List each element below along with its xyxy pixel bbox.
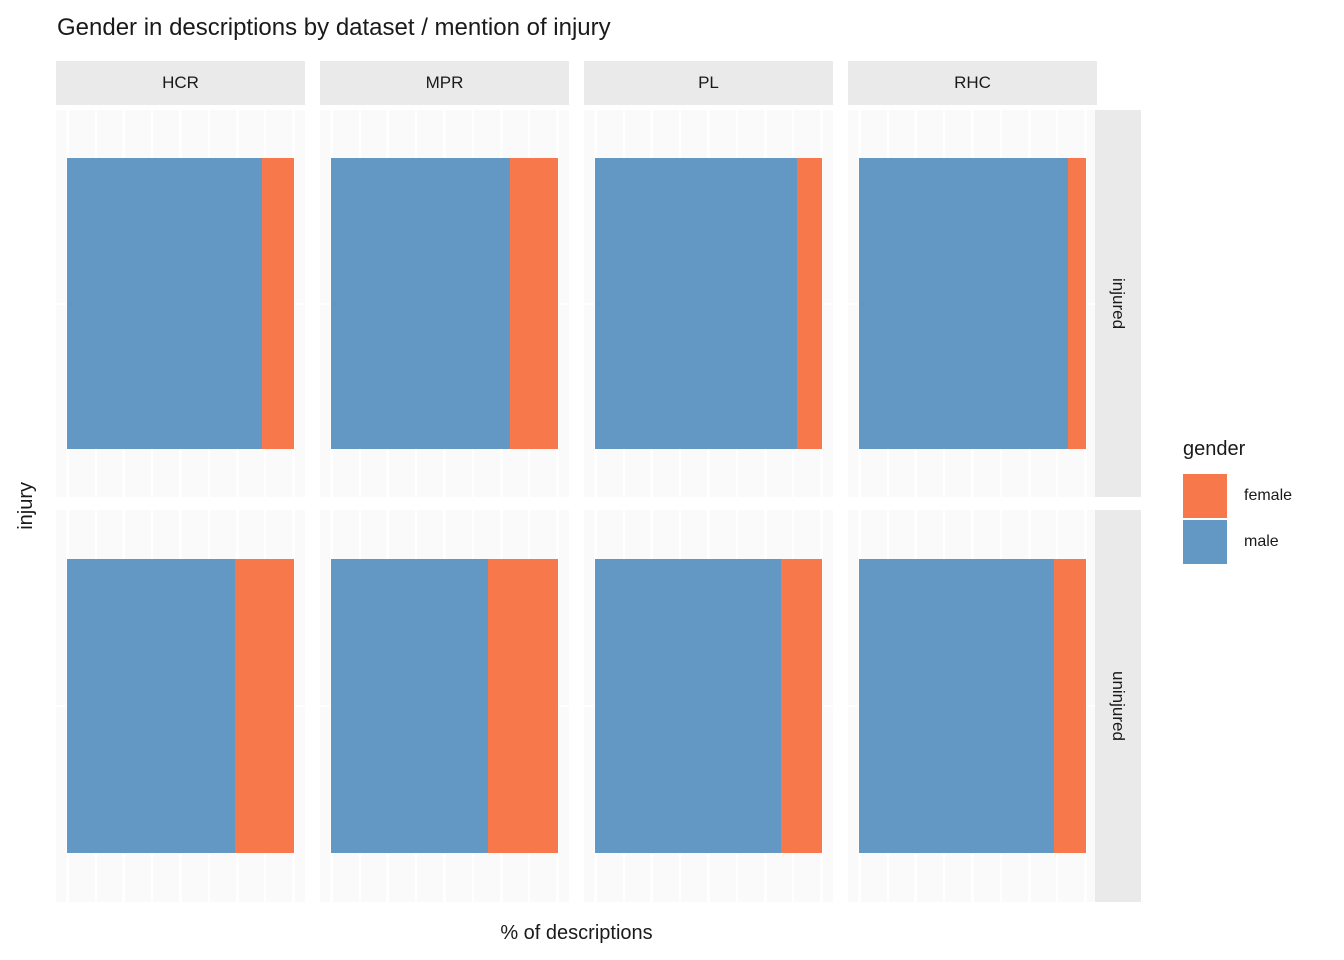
stacked-bar-uninjured-rhc bbox=[859, 559, 1086, 853]
stacked-bar-injured-mpr bbox=[331, 158, 558, 449]
stacked-bar-uninjured-mpr bbox=[331, 559, 558, 853]
legend-swatch-male bbox=[1183, 520, 1227, 564]
legend-label: female bbox=[1244, 487, 1293, 504]
facet-column-strip-hcr: HCR bbox=[56, 61, 305, 105]
bar-segment-male bbox=[331, 559, 488, 853]
stacked-bar-injured-pl bbox=[595, 158, 822, 449]
stacked-bar-uninjured-pl bbox=[595, 559, 822, 853]
facet-row-strip-uninjured: uninjured bbox=[1095, 510, 1141, 902]
legend-label: male bbox=[1244, 533, 1279, 550]
stacked-bar-injured-hcr bbox=[67, 158, 294, 449]
stacked-bar-uninjured-hcr bbox=[67, 559, 294, 853]
panel-uninjured-mpr bbox=[320, 510, 569, 902]
bar-segment-female bbox=[796, 158, 822, 449]
bar-segment-male bbox=[595, 559, 781, 853]
legend-item-male: male bbox=[1183, 519, 1292, 565]
bar-segment-female bbox=[510, 158, 558, 449]
panel-injured-pl bbox=[584, 110, 833, 497]
bar-segment-female bbox=[234, 559, 294, 853]
bar-segment-male bbox=[859, 158, 1068, 449]
facet-column-strip-pl: PL bbox=[584, 61, 833, 105]
facet-row-strip-label: uninjured bbox=[1109, 671, 1128, 741]
bar-segment-female bbox=[261, 158, 294, 449]
x-axis-title: % of descriptions bbox=[500, 922, 653, 944]
bar-segment-male bbox=[67, 158, 262, 449]
bar-segment-female bbox=[1053, 559, 1086, 853]
panel-uninjured-hcr bbox=[56, 510, 305, 902]
bar-segment-male bbox=[331, 158, 511, 449]
facet-column-strip-rhc: RHC bbox=[848, 61, 1097, 105]
bar-segment-female bbox=[780, 559, 822, 853]
facet-row-strip-injured: injured bbox=[1095, 110, 1141, 497]
bar-segment-male bbox=[595, 158, 797, 449]
panel-injured-mpr bbox=[320, 110, 569, 497]
legend-title: gender bbox=[1183, 438, 1246, 460]
panel-uninjured-rhc bbox=[848, 510, 1097, 902]
legend-swatch-female bbox=[1183, 474, 1227, 518]
y-axis-title: injury bbox=[14, 482, 37, 530]
panel-injured-rhc bbox=[848, 110, 1097, 497]
legend-items: female male bbox=[1183, 473, 1292, 565]
stacked-bar-injured-rhc bbox=[859, 158, 1086, 449]
facet-row-strip-label: injured bbox=[1109, 277, 1128, 330]
bar-segment-female bbox=[1067, 158, 1086, 449]
legend: gender female male bbox=[1183, 438, 1292, 565]
facet-column-strip-mpr: MPR bbox=[320, 61, 569, 105]
chart-title: Gender in descriptions by dataset / ment… bbox=[57, 14, 611, 41]
panel-injured-hcr bbox=[56, 110, 305, 497]
bar-segment-female bbox=[487, 559, 558, 853]
legend-item-female: female bbox=[1183, 473, 1292, 519]
bar-segment-male bbox=[67, 559, 235, 853]
bar-segment-male bbox=[859, 559, 1054, 853]
panel-uninjured-pl bbox=[584, 510, 833, 902]
